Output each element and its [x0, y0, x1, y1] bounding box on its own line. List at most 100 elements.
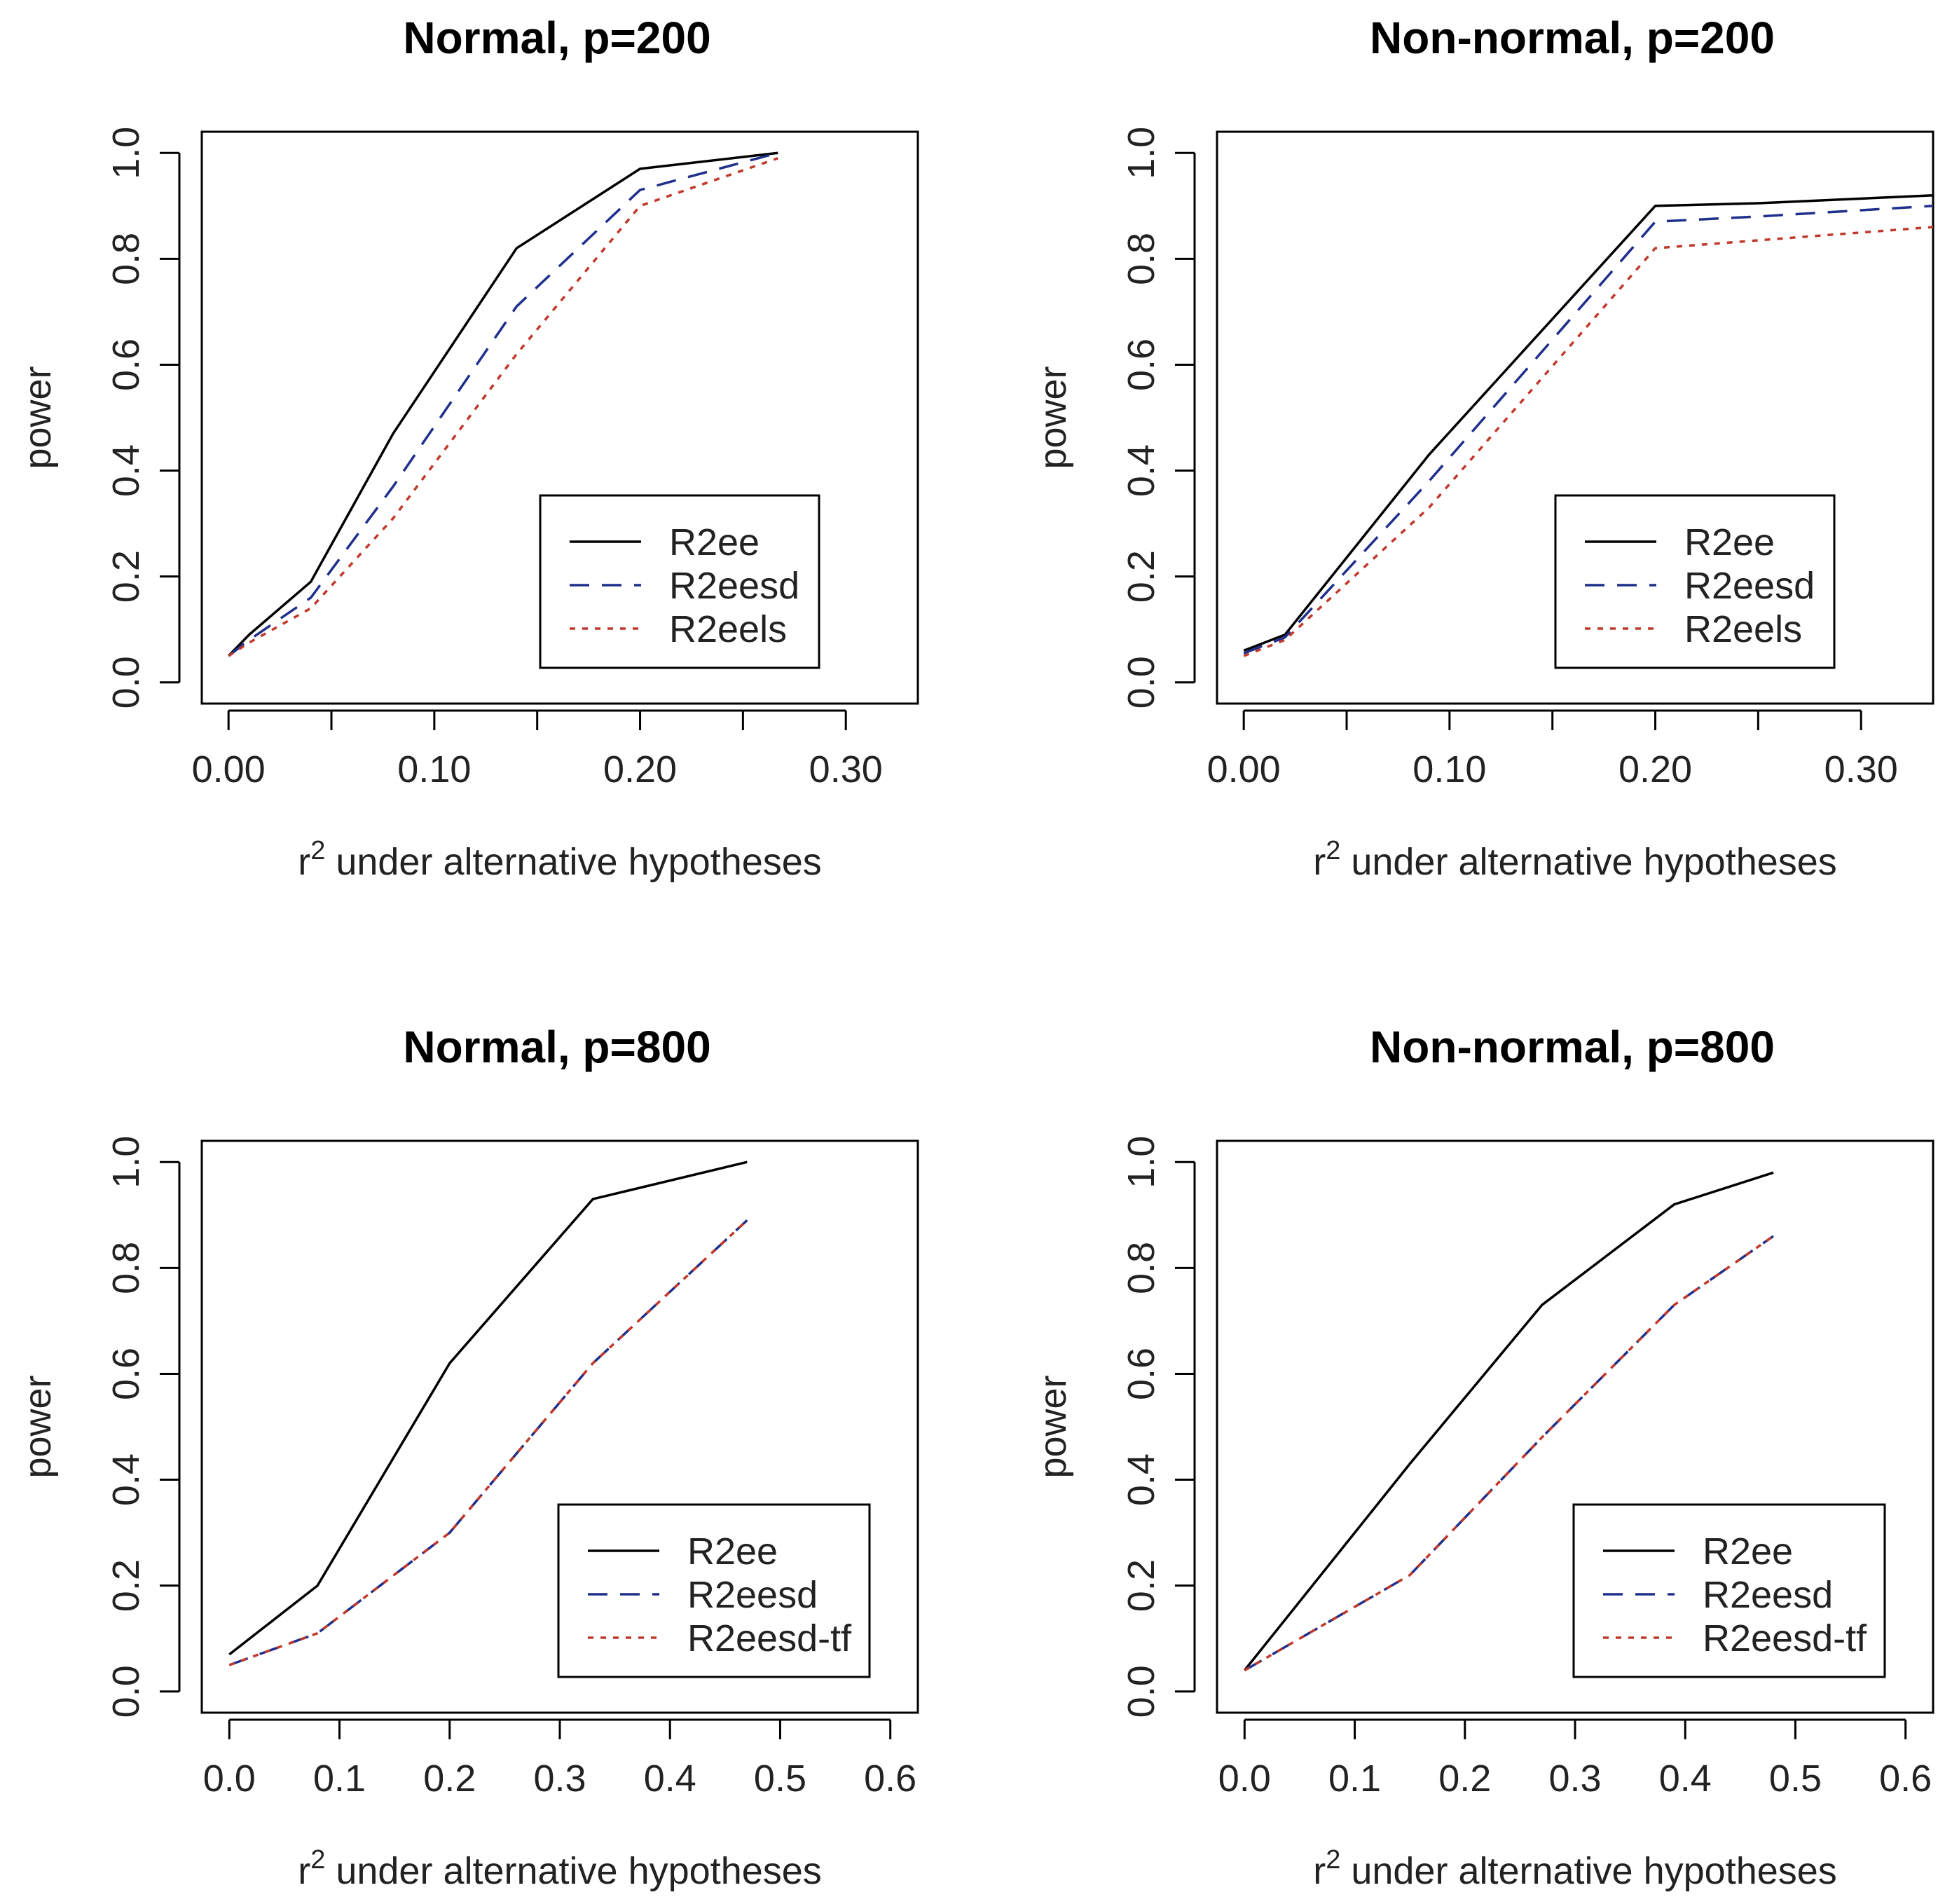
y-tick-label: 0.8: [1120, 1242, 1162, 1294]
y-tick-label: 1.0: [1120, 1136, 1162, 1189]
x-tick-label: 0.3: [1548, 1758, 1601, 1800]
x-tick-label: 0.0: [203, 1758, 256, 1800]
plot-frame: [200, 1139, 919, 1714]
x-tick-label: 0.2: [1438, 1758, 1491, 1800]
series-line-r2ee: [1243, 1171, 1774, 1671]
legend-label-r2ee: R2ee: [669, 521, 760, 563]
x-tick-label: 0.5: [1769, 1758, 1822, 1800]
chart-panel-3: Normal, p=800 0.0 0.1 0.2 0.3 0.4 0.5 0.6 0.0 0.2…: [17, 1022, 919, 1892]
plot-frame: [1216, 1139, 1934, 1714]
series-group: [227, 151, 778, 657]
y-tick-label: 0.0: [1120, 1665, 1162, 1718]
y-tick-label: 0.4: [105, 1453, 147, 1506]
y-tick-label: 0.6: [105, 1348, 147, 1400]
y-tick-label: 1.0: [105, 127, 147, 179]
legend-label-r2eesd: R2eesd: [1703, 1574, 1833, 1616]
chart-panel-1: Normal, p=200 0.00 0.10 0.20 0.30 0.0 0.2 0.4 0.…: [17, 13, 919, 883]
x-tick-label: 0.10: [397, 748, 471, 790]
x-tick-label: 0.4: [644, 1758, 696, 1800]
series-group: [1243, 193, 1933, 657]
y-tick-label: 0.4: [1120, 444, 1162, 497]
y-axis-label: power: [17, 366, 59, 469]
x-tick-label: 0.30: [809, 748, 883, 790]
x-tick-label: 0.6: [1879, 1758, 1932, 1800]
legend-label-r2ee: R2ee: [1703, 1530, 1793, 1573]
x-tick-label: 0.00: [1207, 748, 1281, 790]
x-tick-label: 0.6: [864, 1758, 916, 1800]
series-line-r2eesd: [228, 1219, 748, 1666]
x-axis-label: r2 under alternative hypotheses: [298, 836, 822, 883]
y-tick-label: 0.2: [105, 550, 147, 603]
x-tick-label: 0.00: [192, 748, 266, 790]
series-group: [228, 1160, 748, 1666]
x-axis-label: r2 under alternative hypotheses: [1313, 836, 1837, 883]
legend-label-r2ee: R2ee: [1684, 521, 1775, 563]
chart-panel-2: Non-normal, p=200 0.00 0.10 0.20 0.30 0.0 0.2 0…: [1032, 13, 1934, 883]
series-line-r2eesd: [228, 151, 778, 657]
x-tick-label: 0.30: [1824, 748, 1898, 790]
legend-label-r2eesd: R2eesd: [1684, 565, 1815, 607]
y-tick-label: 0.4: [1120, 1453, 1162, 1506]
y-tick-label: 0.6: [1120, 338, 1162, 391]
legend-label-r2eesd-tf: R2eesd-tf: [1703, 1617, 1867, 1659]
chart-title: Non-normal, p=800: [1370, 1022, 1775, 1072]
y-tick-label: 0.6: [1120, 1348, 1162, 1400]
x-tick-label: 0.10: [1413, 748, 1486, 790]
legend-label-r2eels: R2eels: [669, 608, 787, 650]
legend-box: [1554, 494, 1836, 669]
y-tick-label: 1.0: [105, 1136, 147, 1189]
x-tick-label: 0.4: [1659, 1758, 1712, 1800]
x-tick-label: 0.1: [313, 1758, 366, 1800]
x-tick-label: 0.0: [1218, 1758, 1271, 1800]
x-axis-label: r2 under alternative hypotheses: [298, 1845, 822, 1892]
series-line-r2eels: [228, 157, 778, 657]
plot-frame: [200, 130, 919, 705]
series-line-r2eesd-tf: [1244, 1235, 1774, 1672]
series-line-r2ee: [1243, 193, 1933, 652]
y-tick-label: 0.2: [1120, 1559, 1162, 1612]
legend-label-r2eesd: R2eesd: [669, 565, 799, 607]
y-tick-label: 0.6: [105, 338, 147, 391]
y-tick-label: 0.0: [105, 1665, 147, 1718]
y-tick-label: 0.0: [1120, 656, 1162, 708]
series-line-r2ee: [227, 151, 778, 657]
y-axis-label: power: [1032, 366, 1074, 469]
y-tick-label: 0.2: [1120, 550, 1162, 603]
x-tick-label: 0.20: [603, 748, 677, 790]
legend-label-r2eels: R2eels: [1684, 608, 1802, 650]
series-line-r2ee: [228, 1160, 748, 1656]
y-tick-label: 0.0: [105, 656, 147, 708]
x-tick-label: 0.3: [533, 1758, 586, 1800]
legend-label-r2eesd: R2eesd: [687, 1574, 818, 1616]
y-tick-label: 1.0: [1120, 127, 1162, 179]
legend-box: [1572, 1503, 1886, 1678]
x-axis-label: r2 under alternative hypotheses: [1313, 1845, 1837, 1892]
chart-title: Non-normal, p=200: [1370, 13, 1775, 63]
x-tick-label: 0.20: [1618, 748, 1692, 790]
chart-title: Normal, p=800: [403, 1022, 710, 1072]
chart-title: Normal, p=200: [403, 13, 710, 63]
legend-box: [539, 494, 820, 669]
x-tick-label: 0.5: [754, 1758, 806, 1800]
x-tick-label: 0.1: [1328, 1758, 1381, 1800]
x-tick-label: 0.2: [423, 1758, 476, 1800]
series-group: [1243, 1171, 1774, 1672]
y-tick-label: 0.8: [105, 233, 147, 285]
y-axis-label: power: [17, 1375, 59, 1478]
y-axis-label: power: [1032, 1375, 1074, 1478]
plot-frame: [1216, 130, 1934, 705]
y-tick-label: 0.4: [105, 444, 147, 497]
y-tick-label: 0.2: [105, 1559, 147, 1612]
legend-label-r2ee: R2ee: [687, 1530, 778, 1573]
y-tick-label: 0.8: [105, 1242, 147, 1294]
series-line-r2eesd: [1243, 205, 1933, 655]
legend-box: [557, 1503, 871, 1678]
y-tick-label: 0.8: [1120, 233, 1162, 285]
chart-panel-4: Non-normal, p=800 0.0 0.1 0.2 0.3 0.4 0.5 0.6 0.…: [1032, 1022, 1934, 1892]
legend-label-r2eesd-tf: R2eesd-tf: [687, 1617, 852, 1659]
